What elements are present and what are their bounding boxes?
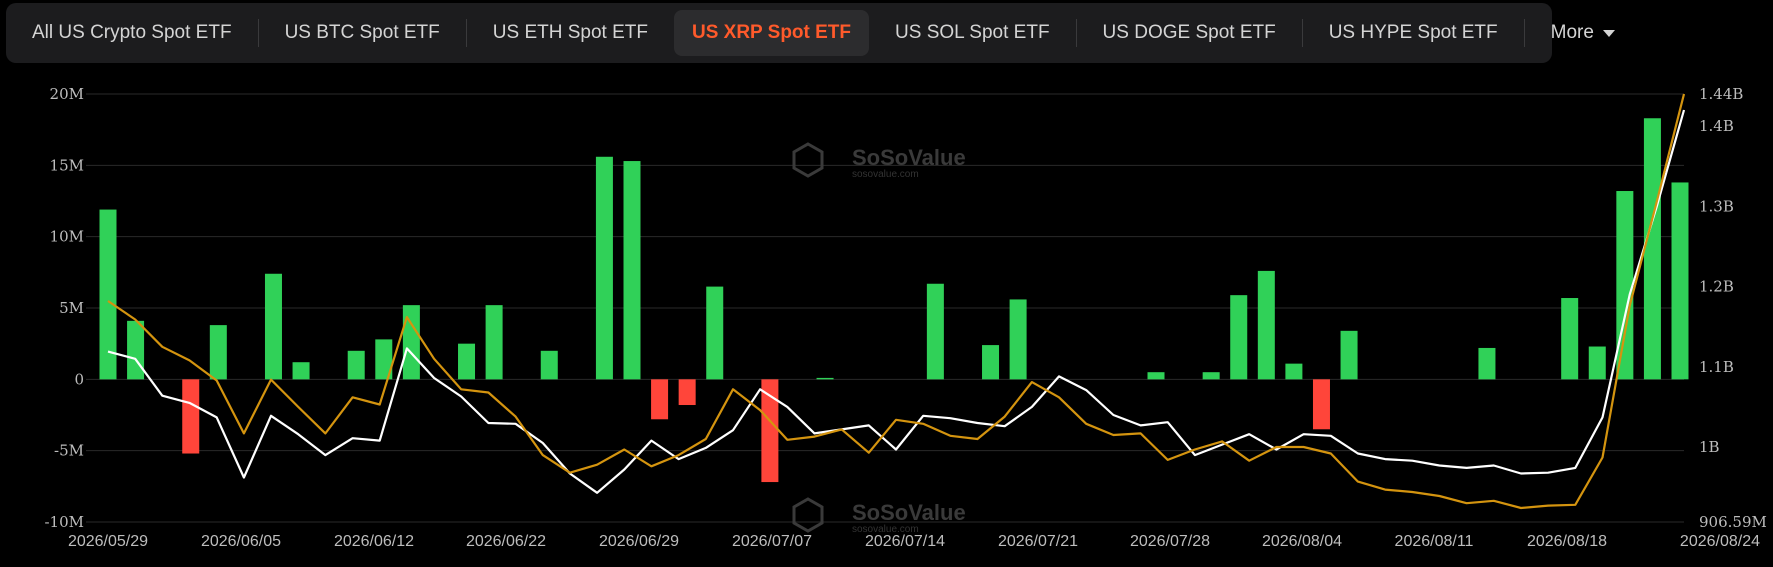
right-tick-label: 1.44B <box>1699 85 1743 103</box>
logo-icon <box>792 142 824 178</box>
inflow-bar[interactable] <box>926 283 944 380</box>
right-tick-label: 1.4B <box>1699 117 1734 135</box>
left-tick-label: -10M <box>44 513 84 531</box>
right-axis: 1.44B 1.4B 1.3B 1.2B 1.1B 1B 906.59M <box>1699 85 1767 531</box>
left-tick-label: 15M <box>50 156 84 174</box>
lines <box>107 93 1686 510</box>
inflow-bar[interactable] <box>1478 347 1496 380</box>
inflow-bar[interactable] <box>1009 299 1027 380</box>
x-tick-label: 2026/05/29 <box>68 533 148 550</box>
right-tick-label: 906.59M <box>1699 513 1767 531</box>
tab-us-sol-spot-etf[interactable]: US SOL Spot ETF <box>895 22 1050 43</box>
inflow-bar[interactable] <box>706 286 724 380</box>
x-tick-label: 2026/07/21 <box>998 533 1078 550</box>
tab-us-doge-spot-etf[interactable]: US DOGE Spot ETF <box>1102 22 1276 43</box>
inflow-bar[interactable] <box>99 209 117 380</box>
outflow-bar[interactable] <box>182 379 200 454</box>
x-tick-label: 2026/06/05 <box>201 533 281 550</box>
watermark-site: sosovalue.com <box>852 169 919 180</box>
inflow-bar[interactable] <box>1285 363 1303 380</box>
inflow-bar[interactable] <box>347 350 365 380</box>
inflow-bar[interactable] <box>540 350 558 380</box>
more-dropdown[interactable]: More <box>1533 10 1633 56</box>
more-label: More <box>1550 22 1594 43</box>
x-tick-label: 2026/06/29 <box>599 533 679 550</box>
inflow-bar[interactable] <box>623 161 641 380</box>
inflow-bar[interactable] <box>458 343 476 380</box>
x-tick-label: 2026/06/22 <box>466 533 546 550</box>
x-tick-label: 2026/07/28 <box>1130 533 1210 550</box>
series-line-orange <box>107 93 1686 510</box>
x-tick-label: 2026/07/07 <box>732 533 812 550</box>
tab-us-hype-spot-etf[interactable]: US HYPE Spot ETF <box>1328 22 1498 43</box>
inflow-bar[interactable] <box>1643 118 1661 380</box>
tab-separator <box>465 19 467 47</box>
watermarks: SoSoValuesosovalue.comSoSoValuesosovalue… <box>792 142 966 535</box>
outflow-bar[interactable] <box>651 379 669 420</box>
left-tick-label: 0 <box>74 370 84 388</box>
right-tick-label: 1B <box>1699 438 1720 456</box>
tab-separator <box>1301 19 1303 47</box>
inflow-bar[interactable] <box>1671 182 1689 380</box>
left-tick-label: 5M <box>59 299 84 317</box>
right-tick-label: 1.3B <box>1699 197 1734 215</box>
outflow-bar[interactable] <box>678 379 696 406</box>
x-axis: 2026/05/29 2026/06/05 2026/06/12 2026/06/22… <box>68 533 1760 550</box>
tab-us-eth-spot-etf[interactable]: US ETH Spot ETF <box>492 22 648 43</box>
tab-us-xrp-spot-etf[interactable]: US XRP Spot ETF <box>673 10 870 56</box>
inflow-bar[interactable] <box>127 320 145 380</box>
inflow-bar[interactable] <box>1202 372 1220 380</box>
x-tick-label: 2026/08/11 <box>1395 533 1474 550</box>
inflow-bar[interactable] <box>209 325 227 380</box>
inflow-bar[interactable] <box>1340 330 1358 380</box>
inflow-bar[interactable] <box>1561 298 1579 380</box>
grid <box>86 93 1684 523</box>
tab-separator <box>1075 19 1077 47</box>
right-tick-label: 1.1B <box>1699 358 1734 376</box>
inflow-bar[interactable] <box>485 305 503 380</box>
left-axis: 20M 15M 10M 5M 0 -5M -10M <box>44 85 84 531</box>
logo-icon <box>792 497 824 533</box>
right-tick-label: 1.2B <box>1699 278 1734 296</box>
outflow-bar[interactable] <box>1312 379 1330 430</box>
inflow-bar[interactable] <box>595 156 613 380</box>
outflow-bar[interactable] <box>761 379 779 483</box>
tab-separator <box>257 19 259 47</box>
x-tick-label: 2026/08/04 <box>1262 533 1342 550</box>
inflow-bar[interactable] <box>982 345 1000 380</box>
tab-us-btc-spot-etf[interactable]: US BTC Spot ETF <box>284 22 440 43</box>
watermark-brand: SoSoValue <box>852 500 966 525</box>
watermark-brand: SoSoValue <box>852 145 966 170</box>
inflow-bar[interactable] <box>1230 295 1248 380</box>
tab-separator <box>1523 19 1525 47</box>
watermark-site: sosovalue.com <box>852 524 919 535</box>
series-line-white <box>107 109 1686 494</box>
chevron-down-icon <box>1602 29 1615 37</box>
inflow-bar[interactable] <box>1588 346 1606 380</box>
inflow-bar[interactable] <box>1616 191 1634 380</box>
inflow-bar[interactable] <box>402 305 420 380</box>
x-tick-label: 2026/06/12 <box>334 533 414 550</box>
inflow-bar[interactable] <box>292 362 310 380</box>
left-tick-label: 20M <box>50 85 84 103</box>
inflow-bar[interactable] <box>1147 372 1165 380</box>
inflow-bar[interactable] <box>1257 270 1275 380</box>
inflow-bar[interactable] <box>816 377 834 380</box>
x-tick-label: 2026/08/18 <box>1527 533 1607 550</box>
inflow-bar[interactable] <box>264 273 282 380</box>
left-tick-label: 10M <box>50 228 84 246</box>
tab-all-us-crypto-spot-etf[interactable]: All US Crypto Spot ETF <box>32 22 232 43</box>
x-tick-label: 2026/07/14 <box>865 533 945 550</box>
inflow-bar[interactable] <box>375 339 393 380</box>
left-tick-label: -5M <box>54 442 84 460</box>
x-tick-label: 2026/08/24 <box>1680 533 1760 550</box>
tab-list: All US Crypto Spot ETF US BTC Spot ETF US … <box>6 3 1633 63</box>
tab-bar: All US Crypto Spot ETF US BTC Spot ETF US … <box>6 3 1615 63</box>
